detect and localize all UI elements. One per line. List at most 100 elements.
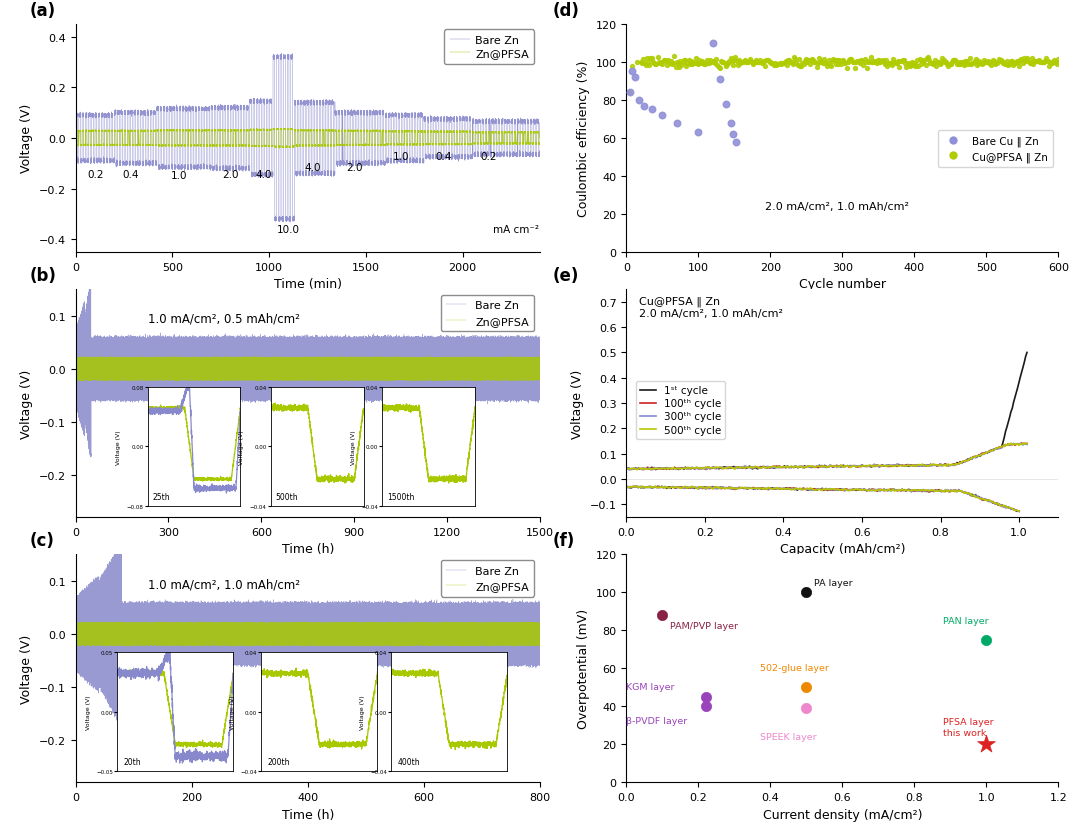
Point (1032, 55, 1050, 69)
500ᵗʰ cycle (631, 465, 644, 475)
Point (664, 57, 681, 70)
Point (995, 57, 1012, 70)
Point (677, 60, 694, 74)
Text: β-PVDF layer: β-PVDF layer (626, 716, 688, 725)
Point (699, 58, 716, 71)
Point (887, 57, 904, 70)
Legend: Bare Zn, Zn@PFSA: Bare Zn, Zn@PFSA (444, 31, 535, 65)
300ᵗʰ cycle (1014, 439, 1027, 449)
Text: Cu@PFSA ‖ Zn
2.0 mA/cm², 1.0 mAh/cm²: Cu@PFSA ‖ Zn 2.0 mA/cm², 1.0 mAh/cm² (639, 296, 783, 319)
Point (1040, 60, 1057, 74)
Point (1027, 55, 1044, 69)
100ᵗʰ cycle (860, 462, 873, 472)
Point (727, 51, 744, 65)
Point (687, 52, 704, 65)
Point (940, 60, 957, 74)
Point (642, 53, 659, 66)
Point (812, 56, 829, 70)
Point (702, 55, 719, 68)
Point (735, 55, 753, 69)
Point (725, 60, 742, 73)
Text: 1.0 mA/cm², 0.5 mAh/cm²: 1.0 mA/cm², 0.5 mAh/cm² (148, 313, 300, 325)
Point (623, 60, 640, 73)
Point (716, 57, 733, 70)
Point (788, 59, 806, 72)
Point (825, 53, 842, 66)
Point (730, 55, 747, 68)
Point (879, 60, 896, 74)
Point (1004, 60, 1022, 73)
Point (847, 62, 864, 75)
Point (707, 53, 725, 66)
Point (717, 98, 734, 111)
Point (975, 54, 993, 67)
Point (773, 57, 791, 70)
Point (652, 56, 670, 70)
Point (688, 57, 705, 70)
Text: PA layer: PA layer (813, 578, 852, 587)
Y-axis label: Overpotential (mV): Overpotential (mV) (577, 609, 590, 729)
500ᵗʰ cycle (984, 446, 997, 456)
Text: (c): (c) (29, 532, 54, 550)
Line: 1ˢᵗ cycle: 1ˢᵗ cycle (626, 353, 1027, 470)
Point (757, 60, 774, 74)
Point (761, 56, 779, 70)
100ᵗʰ cycle (859, 461, 872, 471)
Point (864, 57, 881, 70)
Point (838, 62, 855, 75)
Point (870, 54, 888, 67)
Point (656, 54, 673, 67)
Point (1021, 57, 1038, 70)
Point (621, 87, 638, 100)
Point (728, 55, 745, 69)
1ˢᵗ cycle (984, 445, 997, 455)
Point (968, 54, 985, 67)
Point (917, 60, 934, 73)
Point (881, 58, 899, 71)
X-axis label: Capacity (mAh/cm²): Capacity (mAh/cm²) (780, 542, 905, 556)
Point (896, 58, 914, 71)
Point (673, 60, 690, 73)
Text: 0.4: 0.4 (122, 170, 138, 180)
Point (886, 56, 903, 70)
Point (982, 56, 999, 70)
Point (950, 59, 968, 72)
Point (686, 57, 703, 70)
Point (751, 56, 768, 70)
Point (977, 633, 995, 647)
Point (946, 55, 963, 68)
Text: KGM layer: KGM layer (626, 682, 675, 691)
Text: 10.0: 10.0 (276, 224, 300, 234)
Y-axis label: Voltage (V): Voltage (V) (21, 369, 33, 438)
Point (804, 54, 821, 67)
Point (717, 60, 734, 74)
Point (700, 57, 717, 70)
Point (740, 56, 757, 70)
Point (1007, 57, 1024, 70)
Point (897, 61, 915, 75)
Y-axis label: Voltage (V): Voltage (V) (21, 104, 33, 173)
Point (891, 61, 908, 75)
Point (651, 57, 669, 70)
Point (958, 58, 975, 71)
Point (684, 59, 701, 72)
Point (1028, 55, 1045, 69)
Text: 4.0: 4.0 (305, 162, 322, 172)
X-axis label: Cycle number: Cycle number (799, 277, 886, 291)
Point (863, 56, 880, 70)
Point (1031, 56, 1049, 70)
Point (727, 136, 744, 149)
Point (799, 54, 816, 67)
Point (786, 53, 804, 66)
500ᵗʰ cycle (860, 461, 873, 471)
Point (737, 54, 754, 67)
Point (934, 52, 951, 65)
Point (669, 117, 686, 130)
Point (753, 58, 770, 71)
Point (723, 117, 740, 130)
Point (781, 55, 798, 68)
300ᵗʰ cycle (622, 465, 635, 475)
Point (1003, 55, 1021, 69)
Point (837, 58, 854, 71)
100ᵗʰ cycle (1015, 438, 1028, 448)
